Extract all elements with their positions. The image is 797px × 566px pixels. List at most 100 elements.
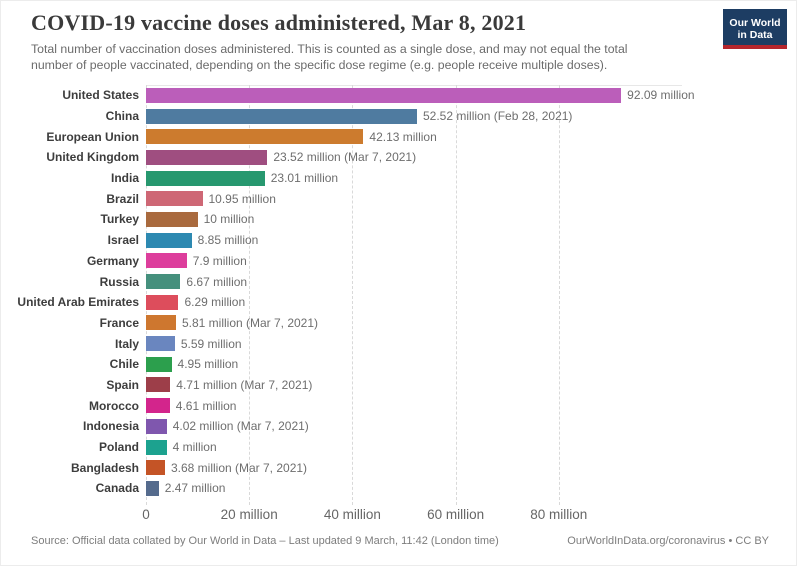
bar-zone: 4.02 million (Mar 7, 2021)	[146, 418, 796, 434]
value-label-united-arab-emirates: 6.29 million	[184, 295, 246, 310]
value-label-canada: 2.47 million	[164, 481, 226, 496]
value-label-spain: 4.71 million (Mar 7, 2021)	[176, 377, 313, 392]
chart-row-poland: Poland 4 million	[1, 437, 796, 458]
chart-row-spain: Spain 4.71 million (Mar 7, 2021)	[1, 375, 796, 396]
country-label-united-kingdom: United Kingdom	[46, 150, 139, 165]
chart-row-indonesia: Indonesia 4.02 million (Mar 7, 2021)	[1, 416, 796, 437]
chart-row-chile: Chile 4.95 million	[1, 354, 796, 375]
chart-row-india: India 23.01 million	[1, 168, 796, 189]
chart-rows: United States 92.09 million China 52.52 mil…	[1, 85, 796, 499]
bar-morocco[interactable]	[146, 398, 170, 414]
chart-row-brazil: Brazil 10.95 million	[1, 188, 796, 209]
bar-zone: 52.52 million (Feb 28, 2021)	[146, 108, 796, 124]
value-label-united-states: 92.09 million	[627, 88, 695, 103]
value-label-united-kingdom: 23.52 million (Mar 7, 2021)	[273, 150, 417, 165]
value-label-italy: 5.59 million	[180, 336, 242, 351]
country-label-european-union: European Union	[46, 129, 139, 144]
bar-chart: United States 92.09 million China 52.52 mil…	[1, 85, 796, 522]
owid-logo-text-line1: Our World	[729, 17, 781, 29]
footer-link[interactable]: OurWorldInData.org/coronavirus • CC BY	[567, 535, 769, 547]
bar-poland[interactable]	[146, 439, 167, 455]
value-label-russia: 6.67 million	[186, 274, 248, 289]
value-label-turkey: 10 million	[203, 212, 255, 227]
value-label-chile: 4.95 million	[177, 357, 239, 372]
bar-zone: 10 million	[146, 211, 796, 227]
bar-zone: 4 million	[146, 439, 796, 455]
bar-zone: 23.01 million	[146, 170, 796, 186]
chart-title: COVID-19 vaccine doses administered, Mar…	[31, 10, 527, 35]
bar-canada[interactable]	[146, 480, 159, 496]
country-label-canada: Canada	[95, 481, 139, 496]
bar-germany[interactable]	[146, 253, 187, 269]
bar-united-kingdom[interactable]	[146, 149, 268, 165]
country-label-indonesia: Indonesia	[82, 419, 139, 434]
bar-china[interactable]	[146, 108, 417, 124]
bar-bangladesh[interactable]	[146, 460, 165, 476]
country-label-france: France	[99, 315, 139, 330]
chart-row-china: China 52.52 million (Feb 28, 2021)	[1, 106, 796, 127]
chart-row-germany: Germany 7.9 million	[1, 251, 796, 272]
country-label-china: China	[105, 109, 139, 124]
chart-row-morocco: Morocco 4.61 million	[1, 395, 796, 416]
bar-france[interactable]	[146, 315, 176, 331]
owid-logo[interactable]: Our World in Data	[723, 9, 787, 49]
country-label-israel: Israel	[107, 233, 139, 248]
bar-zone: 3.68 million (Mar 7, 2021)	[146, 460, 796, 476]
owid-logo-text-line2: in Data	[737, 29, 773, 41]
bar-zone: 7.9 million	[146, 253, 796, 269]
bar-israel[interactable]	[146, 232, 192, 248]
bar-european-union[interactable]	[146, 129, 364, 145]
bar-indonesia[interactable]	[146, 418, 167, 434]
country-label-india: India	[110, 171, 139, 186]
country-label-poland: Poland	[98, 440, 139, 455]
bar-india[interactable]	[146, 170, 265, 186]
country-label-united-arab-emirates: United Arab Emirates	[17, 295, 139, 310]
bar-zone: 4.61 million	[146, 398, 796, 414]
country-label-chile: Chile	[109, 357, 139, 372]
bar-turkey[interactable]	[146, 211, 198, 227]
bar-brazil[interactable]	[146, 191, 203, 207]
chart-row-united-kingdom: United Kingdom 23.52 million (Mar 7, 2021…	[1, 147, 796, 168]
bar-russia[interactable]	[146, 274, 181, 290]
chart-row-italy: Italy 5.59 million	[1, 333, 796, 354]
x-axis-tick-label: 40 million	[323, 507, 381, 522]
value-label-china: 52.52 million (Feb 28, 2021)	[423, 109, 573, 124]
chart-row-israel: Israel 8.85 million	[1, 230, 796, 251]
bar-zone: 8.85 million	[146, 232, 796, 248]
bar-zone: 2.47 million	[146, 480, 796, 496]
country-label-russia: Russia	[99, 274, 139, 289]
x-axis-tick-label: 20 million	[220, 507, 278, 522]
chart-row-european-union: European Union 42.13 million	[1, 126, 796, 147]
value-label-france: 5.81 million (Mar 7, 2021)	[181, 315, 319, 330]
country-label-turkey: Turkey	[100, 212, 139, 227]
value-label-germany: 7.9 million	[192, 253, 247, 268]
chart-subtitle-line1: Total number of vaccination doses admini…	[31, 42, 628, 56]
value-label-brazil: 10.95 million	[208, 191, 276, 206]
bar-zone: 23.52 million (Mar 7, 2021)	[146, 149, 796, 165]
bar-united-arab-emirates[interactable]	[146, 294, 179, 310]
chart-header: COVID-19 vaccine doses administered, Mar…	[31, 10, 721, 73]
value-label-bangladesh: 3.68 million (Mar 7, 2021)	[170, 460, 308, 475]
x-axis: 0 20 million 40 million 60 million 80 millio…	[1, 507, 796, 527]
bar-zone: 5.81 million (Mar 7, 2021)	[146, 315, 796, 331]
value-label-israel: 8.85 million	[197, 233, 259, 248]
chart-row-bangladesh: Bangladesh 3.68 million (Mar 7, 2021)	[1, 457, 796, 478]
bar-zone: 10.95 million	[146, 191, 796, 207]
country-label-italy: Italy	[114, 336, 139, 351]
country-label-bangladesh: Bangladesh	[70, 460, 139, 475]
bar-italy[interactable]	[146, 336, 175, 352]
chart-row-united-states: United States 92.09 million	[1, 85, 796, 106]
bar-united-states[interactable]	[146, 87, 622, 103]
bar-zone: 6.67 million	[146, 274, 796, 290]
chart-footer: Source: Official data collated by Our Wo…	[31, 535, 769, 547]
value-label-morocco: 4.61 million	[175, 398, 237, 413]
chart-row-canada: Canada 2.47 million	[1, 478, 796, 499]
value-label-india: 23.01 million	[270, 171, 339, 186]
country-label-brazil: Brazil	[106, 191, 139, 206]
chart-row-russia: Russia 6.67 million	[1, 271, 796, 292]
bar-zone: 4.71 million (Mar 7, 2021)	[146, 377, 796, 393]
bar-chile[interactable]	[146, 356, 172, 372]
chart-row-turkey: Turkey 10 million	[1, 209, 796, 230]
bar-spain[interactable]	[146, 377, 171, 393]
